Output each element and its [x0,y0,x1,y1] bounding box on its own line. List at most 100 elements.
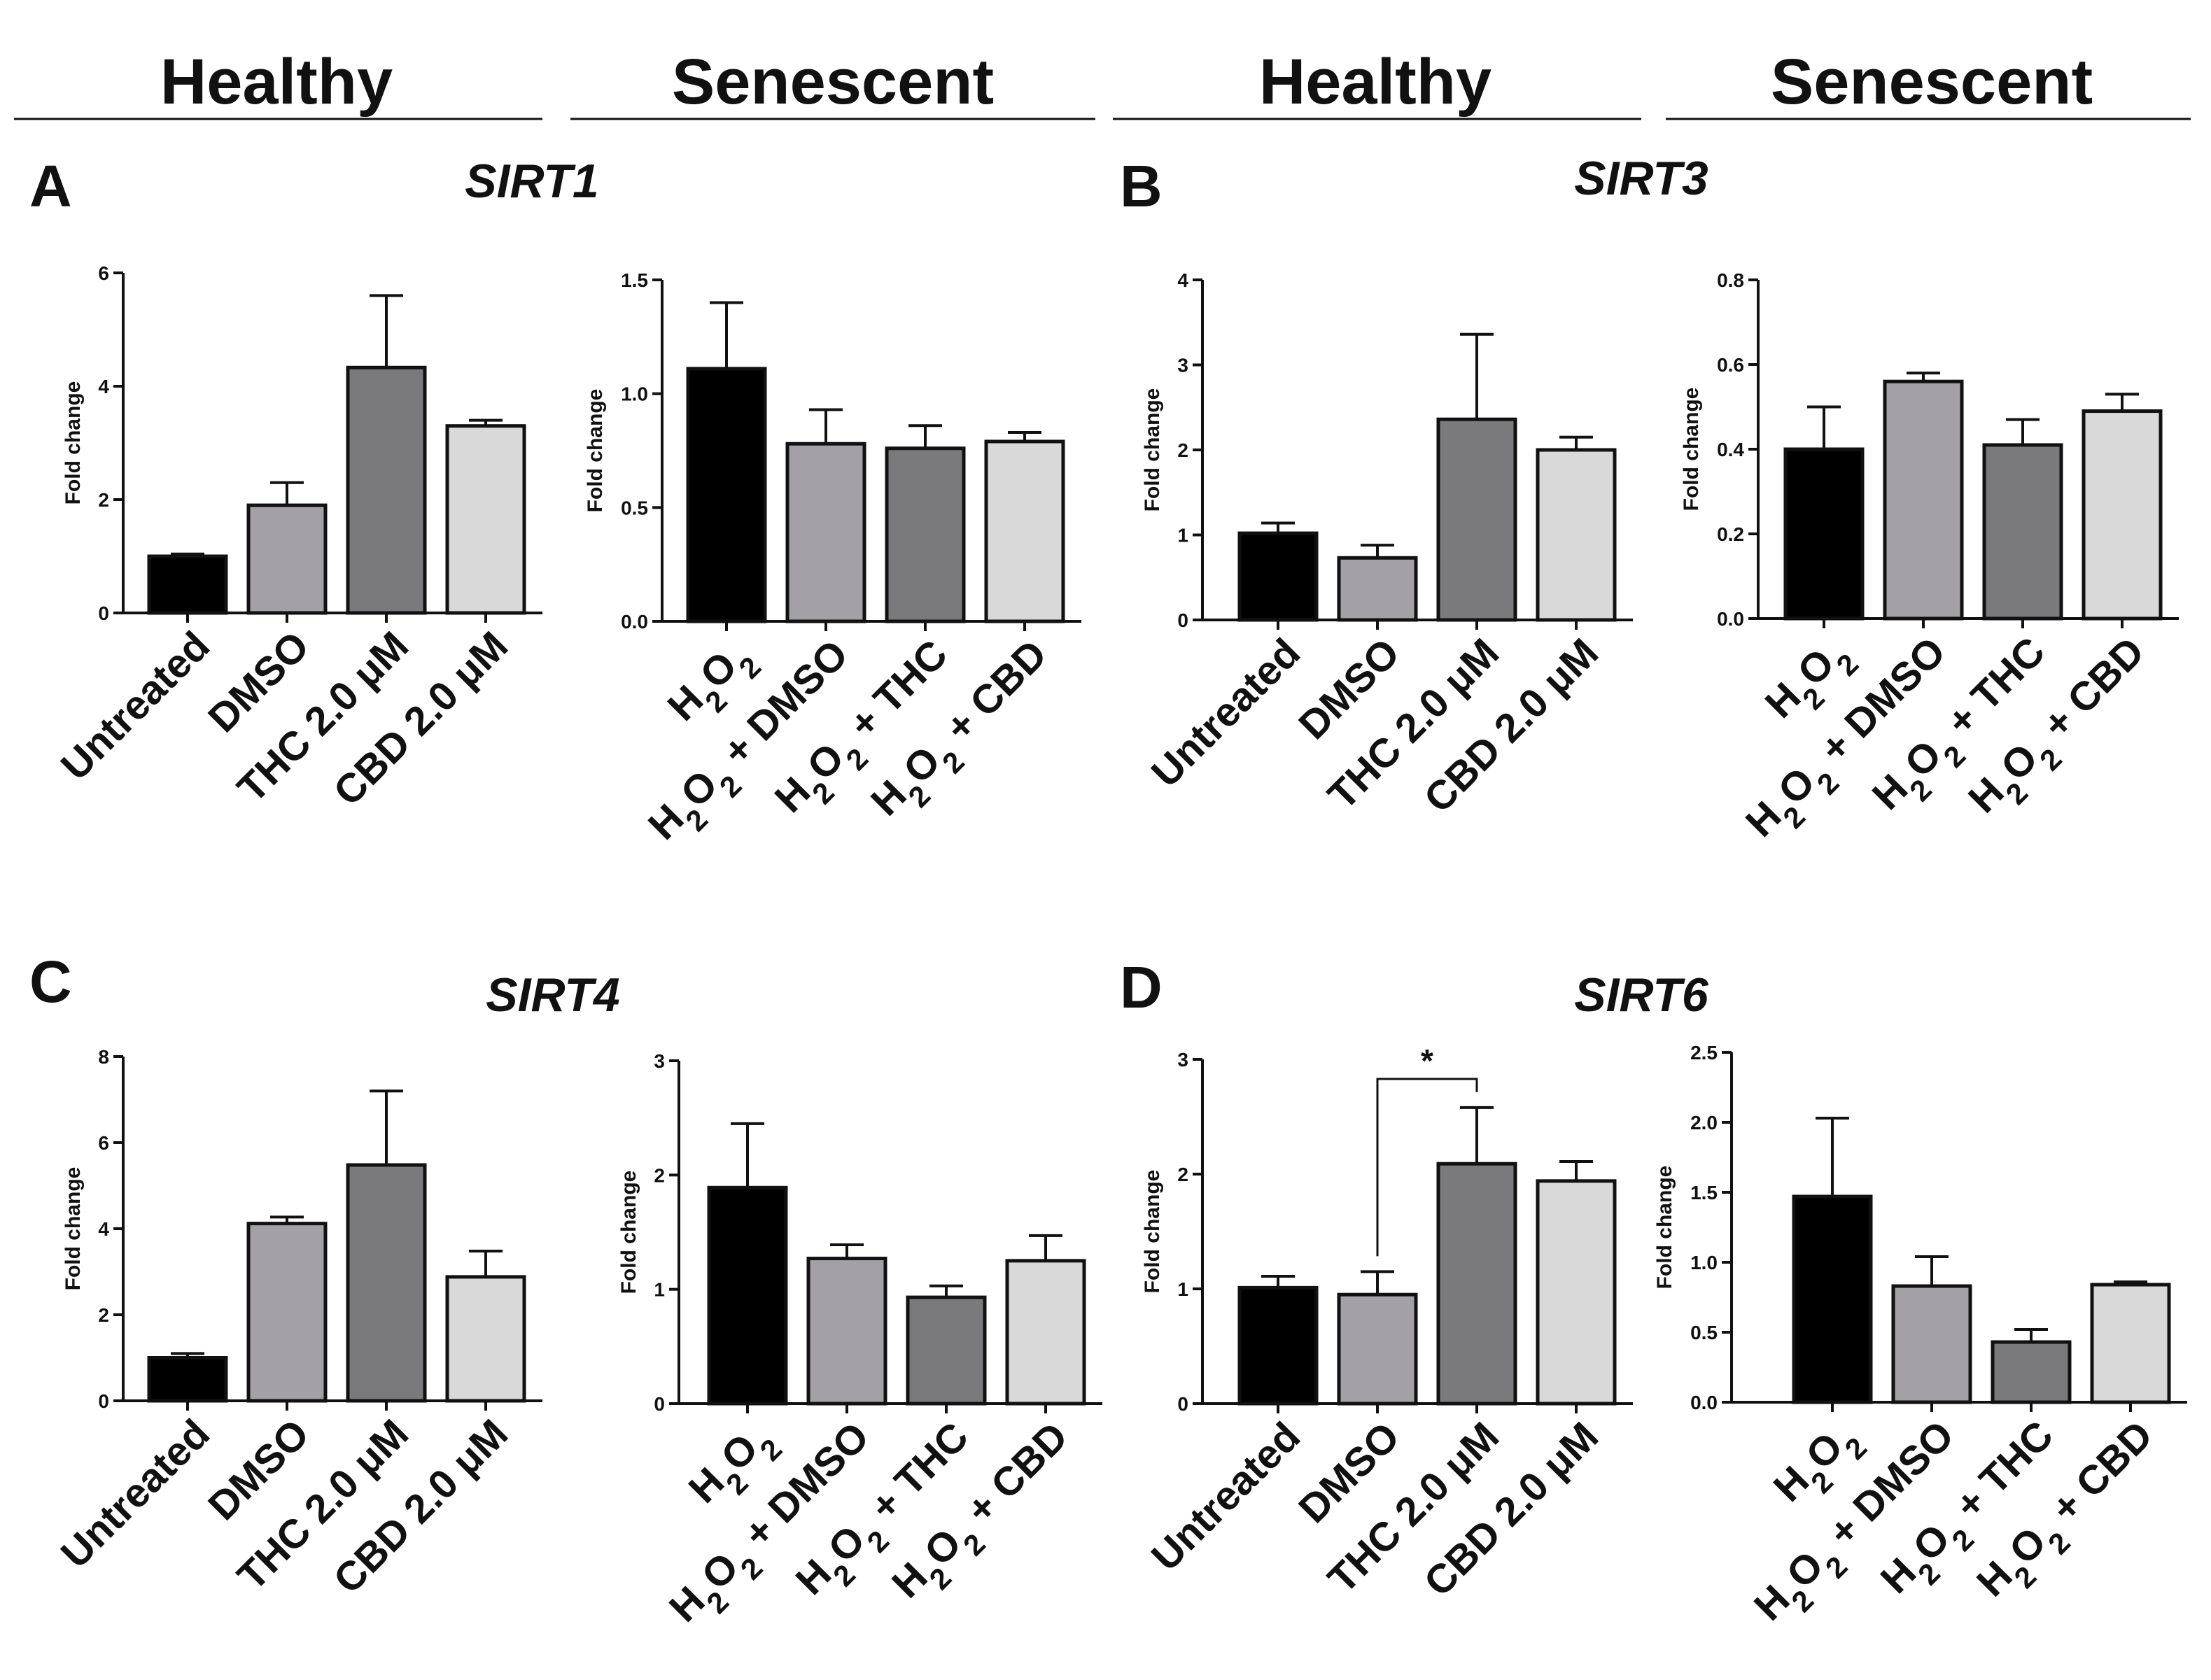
header-senescent-left: Senescent [672,46,994,118]
gene-title-sirt6: SIRT6 [1574,968,1709,1022]
y-tick-label: 0.5 [1690,1322,1718,1343]
y-tick-label: 4 [98,376,109,397]
bar-4 [445,424,526,615]
panel-letter-d: D [1120,954,1163,1020]
bar-2 [1337,1292,1418,1406]
significance-bracket [1376,1078,1478,1257]
bar-1 [1237,531,1319,622]
bar-4 [2082,409,2163,621]
bar-4 [445,1275,526,1403]
bar-1 [1237,1285,1319,1406]
y-tick-label: 0 [98,602,109,624]
bar-3 [1982,443,2063,621]
bar-2 [246,503,328,615]
y-tick-label: 4 [98,1218,109,1240]
y-tick-label: 0.5 [621,497,648,518]
y-tick-label: 2.0 [1690,1112,1718,1134]
y-tick-label: 0.4 [1717,439,1744,460]
x-category-label: CBD 2.0 μM [325,1411,517,1602]
bar-3 [906,1295,987,1406]
y-tick-label: 1.5 [1690,1182,1718,1203]
bar-1 [147,1356,228,1403]
y-tick-label: 1 [654,1279,665,1301]
bar-1 [707,1185,788,1406]
bar-1 [686,367,767,623]
y-tick-label: 2 [654,1164,665,1186]
panel-letter-c: C [29,949,72,1015]
bar-3 [1436,1162,1517,1406]
y-tick-label: 1 [1177,525,1188,546]
bar-3 [346,1163,427,1403]
y-tick-label: 2 [98,1304,109,1326]
y-axis-label: Fold change [1141,388,1164,512]
y-tick-label: 0.6 [1717,354,1744,376]
panel-letter-b: B [1120,153,1163,219]
header-senescent-right: Senescent [1771,46,2093,118]
x-category-label: Untreated [52,1411,218,1576]
y-axis-label: Fold change [1653,1166,1676,1290]
y-tick-label: 1 [1177,1278,1188,1300]
y-tick-label: 0.8 [1717,269,1744,291]
y-tick-label: 6 [98,262,109,284]
y-tick-label: 1.0 [1690,1252,1718,1273]
header-healthy-right: Healthy [1259,46,1491,118]
bar-2 [806,1257,887,1406]
bar-4 [1005,1259,1086,1406]
bar-4 [1536,448,1617,622]
y-tick-label: 6 [98,1132,109,1154]
x-category-label: Untreated [1143,630,1309,796]
bar-3 [346,365,427,615]
x-category-label: CBD 2.0 μM [1415,630,1607,821]
bar-4 [984,439,1065,623]
y-tick-label: 3 [654,1050,665,1072]
y-tick-label: 3 [1177,1049,1188,1071]
panel-letter-a: A [29,153,72,219]
x-category-label: CBD 2.0 μM [325,623,517,814]
bar-2 [246,1222,328,1403]
y-tick-label: 0 [1177,1393,1188,1415]
gene-title-sirt4: SIRT4 [486,968,619,1022]
y-tick-label: 4 [1177,269,1188,291]
header-healthy-left: Healthy [160,46,393,118]
gene-title-sirt3: SIRT3 [1574,152,1708,205]
y-axis-label: Fold change [584,389,607,513]
bar-2 [1337,556,1418,622]
gene-title-sirt1: SIRT1 [465,155,598,208]
y-tick-label: 8 [98,1046,109,1068]
bar-2 [785,442,866,623]
y-tick-label: 2.5 [1690,1042,1718,1064]
y-axis-label: Fold change [1680,388,1703,511]
y-axis-label: Fold change [62,1167,85,1291]
bar-1 [147,554,228,615]
bar-2 [1891,1284,1972,1404]
bar-1 [1792,1194,1873,1404]
y-tick-label: 2 [1177,1164,1188,1185]
bar-2 [1883,379,1964,621]
y-tick-label: 3 [1177,355,1188,376]
y-tick-label: 0.0 [621,611,648,633]
y-axis-label: Fold change [62,381,85,505]
significance-star: * [1421,1043,1433,1079]
x-category-label: Untreated [52,623,218,789]
bar-1 [1783,447,1865,621]
x-category-label: Untreated [1143,1413,1309,1579]
y-tick-label: 0 [1177,609,1188,631]
x-category-label: CBD 2.0 μM [1415,1413,1607,1605]
y-tick-label: 2 [98,489,109,511]
y-tick-label: 0 [654,1393,665,1415]
y-axis-label: Fold change [1141,1170,1164,1294]
y-axis-label: Fold change [617,1171,640,1294]
y-tick-label: 2 [1177,439,1188,461]
y-tick-label: 1.0 [621,383,648,405]
y-tick-label: 0.0 [1690,1392,1718,1413]
bar-3 [885,446,966,623]
